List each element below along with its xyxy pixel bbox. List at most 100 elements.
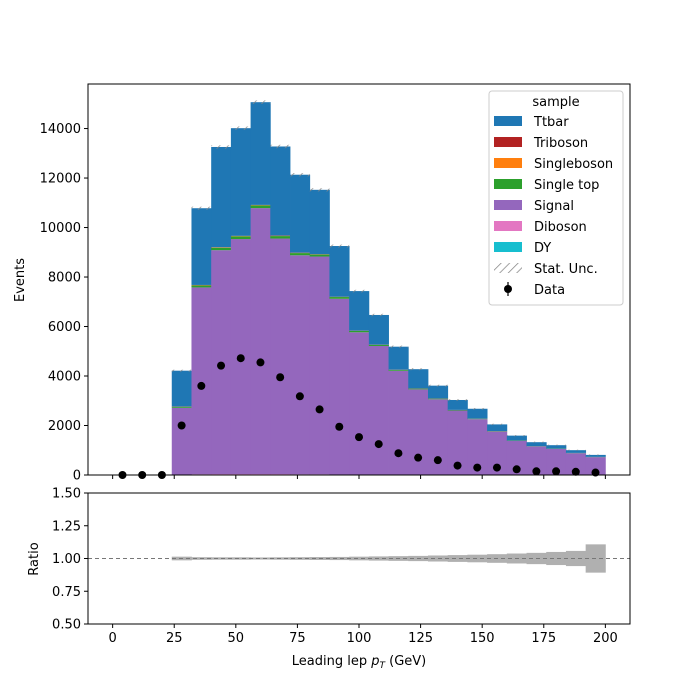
legend-swatch-stat-unc xyxy=(494,263,522,273)
bar-single-top xyxy=(368,344,389,346)
stat-unc-hatch xyxy=(349,289,369,293)
bar-signal xyxy=(270,238,291,475)
y-tick-label: 12000 xyxy=(40,172,81,187)
ratio-y-tick-label: 1.25 xyxy=(52,519,81,534)
data-point xyxy=(374,440,383,449)
legend-swatch-dy xyxy=(494,242,522,252)
stat-unc-hatch xyxy=(467,407,488,410)
bar-signal xyxy=(408,389,429,475)
data-point xyxy=(394,449,403,458)
legend-data-marker xyxy=(504,285,512,293)
data-point xyxy=(473,463,482,472)
bar-ttbar xyxy=(329,246,350,297)
data-point xyxy=(177,421,186,430)
bar-diboson xyxy=(250,474,271,475)
data-point xyxy=(355,433,363,442)
bar-signal xyxy=(368,345,389,475)
stat-unc-hatch xyxy=(270,144,291,149)
data-point xyxy=(295,392,304,401)
legend-label: Signal xyxy=(534,199,574,214)
data-point xyxy=(276,373,285,382)
bar-signal xyxy=(349,332,370,475)
data-point xyxy=(315,405,324,414)
bar-single-top xyxy=(290,253,311,256)
bar-ttbar xyxy=(467,408,488,419)
bar-diboson xyxy=(270,474,291,475)
stat-unc-hatch xyxy=(191,206,212,210)
bar-single-top xyxy=(211,247,232,251)
x-tick-label: 50 xyxy=(228,631,245,646)
x-axis-label-subscript: T xyxy=(379,661,386,671)
data-point xyxy=(335,422,344,431)
legend-items: Ttbar Triboson Singleboson Single top Signal… xyxy=(494,115,613,298)
bar-single-top xyxy=(250,205,271,209)
bar-ttbar xyxy=(290,174,311,253)
bar-ttbar xyxy=(408,369,429,389)
ratio-band-bin xyxy=(447,555,468,562)
bar-ttbar xyxy=(211,146,232,248)
stat-unc-hatch xyxy=(211,145,231,149)
x-tick-label: 0 xyxy=(108,631,116,646)
bar-signal xyxy=(388,370,409,475)
legend-label: Triboson xyxy=(533,136,588,151)
data-point xyxy=(492,463,501,472)
legend-frame xyxy=(488,90,624,306)
data-point xyxy=(532,467,541,476)
x-tick-label: 200 xyxy=(593,631,618,646)
ratio-y-tick-label: 0.50 xyxy=(52,618,81,633)
data-points xyxy=(118,354,600,479)
x-axis-label-symbol: p xyxy=(370,654,379,669)
bar-signal xyxy=(171,407,192,475)
x-axis-label-unit: (GeV) xyxy=(385,654,426,669)
data-point xyxy=(414,453,423,462)
ratio-x-ticks: 0 25 50 75 100 125 150 175 200 xyxy=(108,624,618,646)
bar-signal xyxy=(290,255,311,475)
bar-signal xyxy=(250,208,271,475)
data-point xyxy=(512,465,521,474)
bar-signal xyxy=(309,256,330,475)
legend-swatch-triboson xyxy=(494,137,522,147)
legend-title: sample xyxy=(532,95,579,110)
stat-unc-hatch xyxy=(250,100,271,105)
bar-signal xyxy=(427,399,449,475)
x-tick-label: 125 xyxy=(408,631,433,646)
data-point xyxy=(217,361,226,370)
bar-ttbar xyxy=(368,314,389,345)
bar-diboson xyxy=(211,474,232,475)
stat-unc-hatch xyxy=(447,399,468,401)
legend-label: Data xyxy=(534,283,565,298)
x-tick-label: 175 xyxy=(531,631,556,646)
stat-unc-hatch xyxy=(290,173,310,177)
x-axis-label: Leading lep pT (GeV) xyxy=(292,654,426,671)
bar-ttbar xyxy=(270,146,291,236)
stat-unc-hatch xyxy=(526,441,547,443)
stat-unc-hatch xyxy=(171,369,192,372)
bar-signal xyxy=(487,431,508,475)
x-tick-label: 100 xyxy=(347,631,372,646)
data-point xyxy=(433,456,442,465)
ratio-panel: 0.50 0.75 1.00 1.25 1.50 0 25 50 75 100 125 150 175… xyxy=(27,487,631,671)
bar-single-top xyxy=(270,236,291,239)
bar-ttbar xyxy=(250,102,271,205)
ratio-band-bin xyxy=(329,556,350,561)
x-tick-label: 75 xyxy=(289,631,306,646)
data-point xyxy=(552,467,561,476)
ratio-band-bin xyxy=(250,557,271,560)
legend-swatch-signal xyxy=(494,200,522,210)
data-point xyxy=(571,467,580,476)
legend-label: Ttbar xyxy=(533,115,569,130)
bar-ttbar xyxy=(487,424,508,432)
stat-unc-hatch xyxy=(230,126,251,130)
ratio-y-tick-label: 1.00 xyxy=(52,552,81,567)
stat-unc-hatch xyxy=(487,423,507,426)
x-tick-label: 150 xyxy=(470,631,495,646)
y-tick-label: 10000 xyxy=(40,221,81,236)
bar-single-top xyxy=(388,369,409,371)
stat-unc-hatch xyxy=(546,444,566,446)
stat-unc-hatch xyxy=(368,313,389,317)
bar-signal xyxy=(191,287,212,475)
x-tick-label: 25 xyxy=(166,631,183,646)
bar-single-top xyxy=(230,236,251,240)
main-y-ticks: 0 2000 4000 6000 8000 10000 12000 14000 xyxy=(40,122,88,484)
x-axis-label-main: Leading lep xyxy=(292,654,371,669)
